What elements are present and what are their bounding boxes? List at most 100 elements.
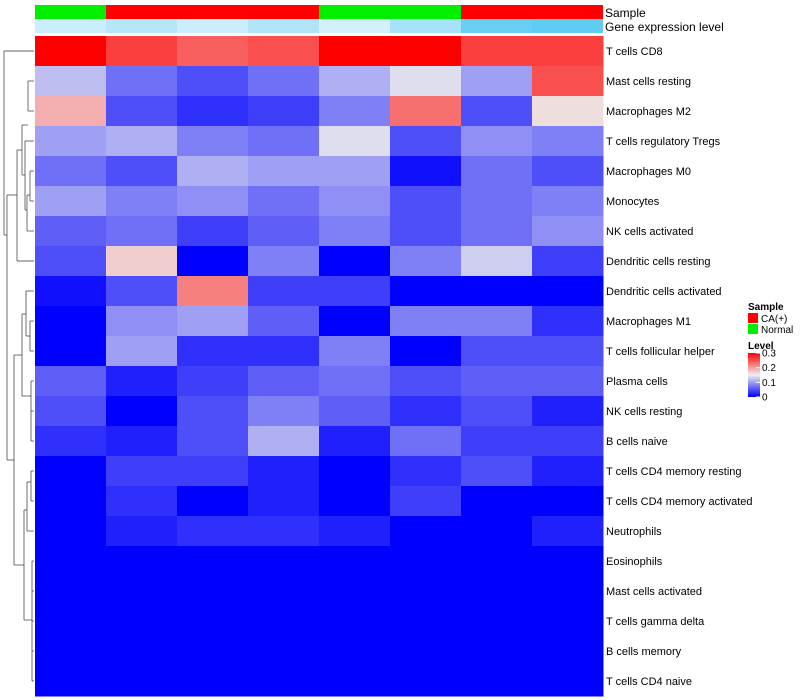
heatmap-cell bbox=[390, 396, 462, 427]
legend-level-tick-label: 0.3 bbox=[762, 349, 776, 360]
heatmap-cell bbox=[248, 126, 320, 157]
heatmap-cell bbox=[35, 336, 107, 367]
heatmap-cell bbox=[390, 36, 462, 67]
heatmap-cell bbox=[319, 306, 391, 337]
heatmap-cell bbox=[532, 426, 604, 457]
row-label: B cells naive bbox=[606, 436, 668, 448]
annotation-tracks: Sample Gene expression level bbox=[35, 5, 724, 34]
heatmap-cell bbox=[248, 336, 320, 367]
heatmap-cell bbox=[532, 396, 604, 427]
heatmap-cell bbox=[461, 636, 533, 667]
heatmap-cell bbox=[390, 456, 462, 487]
gene-expression-track-cell bbox=[390, 19, 461, 33]
row-label: T cells CD4 memory resting bbox=[606, 466, 742, 478]
heatmap-cell bbox=[319, 426, 391, 457]
heatmap-cell bbox=[532, 186, 604, 217]
heatmap-cell bbox=[319, 666, 391, 697]
heatmap-cell bbox=[35, 216, 107, 247]
heatmap-cell bbox=[177, 186, 249, 217]
row-label: T cells CD8 bbox=[606, 46, 663, 58]
sample-track-cell bbox=[248, 5, 319, 19]
legend-label-ca: CA(+) bbox=[761, 314, 787, 325]
heatmap-cell bbox=[35, 366, 107, 397]
heatmap-cell bbox=[177, 156, 249, 187]
heatmap-cell bbox=[461, 216, 533, 247]
heatmap-cell bbox=[106, 546, 178, 577]
heatmap-cell bbox=[461, 426, 533, 457]
heatmap-cell bbox=[177, 36, 249, 67]
heatmap-cell bbox=[106, 366, 178, 397]
heatmap-cell bbox=[106, 246, 178, 277]
row-label: T cells regulatory Tregs bbox=[606, 136, 721, 148]
heatmap-cell bbox=[177, 576, 249, 607]
heatmap-cell bbox=[35, 546, 107, 577]
heatmap-cell bbox=[177, 96, 249, 127]
heatmap-cell bbox=[319, 246, 391, 277]
legend-swatch-normal bbox=[748, 324, 758, 334]
gene-expression-track-label: Gene expression level bbox=[605, 20, 724, 34]
heatmap-cell bbox=[390, 546, 462, 577]
heatmap-cell bbox=[106, 666, 178, 697]
heatmap-cell bbox=[461, 456, 533, 487]
legend-level-tick-label: 0.2 bbox=[762, 363, 776, 374]
row-label: Neutrophils bbox=[606, 526, 662, 538]
heatmap-cell bbox=[177, 336, 249, 367]
sample-track-cell bbox=[35, 5, 106, 19]
heatmap-cell bbox=[532, 66, 604, 97]
heatmap-cell bbox=[319, 546, 391, 577]
sample-track-cell bbox=[390, 5, 461, 19]
heatmap-cell bbox=[461, 606, 533, 637]
heatmap-cell bbox=[461, 396, 533, 427]
legend-level-tick-label: 0.1 bbox=[762, 378, 776, 389]
heatmap-cell bbox=[177, 456, 249, 487]
heatmap-cell bbox=[248, 486, 320, 517]
heatmap-cell bbox=[248, 216, 320, 247]
heatmap-cell bbox=[35, 486, 107, 517]
heatmap-cell bbox=[319, 276, 391, 307]
heatmap-cell bbox=[319, 456, 391, 487]
heatmap-cell bbox=[35, 606, 107, 637]
heatmap-cell bbox=[177, 216, 249, 247]
heatmap-cell bbox=[106, 426, 178, 457]
row-label: Macrophages M0 bbox=[606, 166, 691, 178]
row-label: Monocytes bbox=[606, 196, 660, 208]
heatmap-cell bbox=[319, 216, 391, 247]
heatmap-cell bbox=[461, 486, 533, 517]
heatmap-cell bbox=[35, 636, 107, 667]
heatmap-cell bbox=[106, 216, 178, 247]
heatmap-cell bbox=[106, 66, 178, 97]
heatmap-cell bbox=[35, 456, 107, 487]
sample-track-cell bbox=[319, 5, 390, 19]
heatmap-cell bbox=[532, 336, 604, 367]
heatmap-cell bbox=[461, 246, 533, 277]
heatmap-cell bbox=[177, 516, 249, 547]
heatmap-cell bbox=[35, 276, 107, 307]
heatmap-cell bbox=[461, 366, 533, 397]
heatmap-cell bbox=[35, 186, 107, 217]
row-label: Dendritic cells resting bbox=[606, 256, 711, 268]
row-label: T cells follicular helper bbox=[606, 346, 715, 358]
heatmap-cell bbox=[532, 306, 604, 337]
row-label: Mast cells activated bbox=[606, 586, 702, 598]
heatmap-cell bbox=[248, 96, 320, 127]
heatmap-cell bbox=[248, 366, 320, 397]
heatmap-cell bbox=[319, 516, 391, 547]
legend-level-tick-label: 0 bbox=[762, 393, 768, 404]
heatmap-cell bbox=[35, 246, 107, 277]
heatmap-cell bbox=[319, 576, 391, 607]
heatmap-cell bbox=[532, 246, 604, 277]
legend-swatch-ca bbox=[748, 313, 758, 323]
row-label: Mast cells resting bbox=[606, 76, 691, 88]
row-label: NK cells activated bbox=[606, 226, 693, 238]
heatmap-cell bbox=[461, 96, 533, 127]
heatmap-cell bbox=[35, 396, 107, 427]
heatmap-cell bbox=[319, 366, 391, 397]
heatmap-cell bbox=[461, 336, 533, 367]
heatmap-cell bbox=[390, 66, 462, 97]
heatmap-cell bbox=[248, 246, 320, 277]
heatmap-cell bbox=[390, 306, 462, 337]
heatmap-cell bbox=[461, 126, 533, 157]
sample-track-label: Sample bbox=[605, 6, 646, 20]
heatmap-cell bbox=[248, 306, 320, 337]
heatmap-cell bbox=[35, 306, 107, 337]
